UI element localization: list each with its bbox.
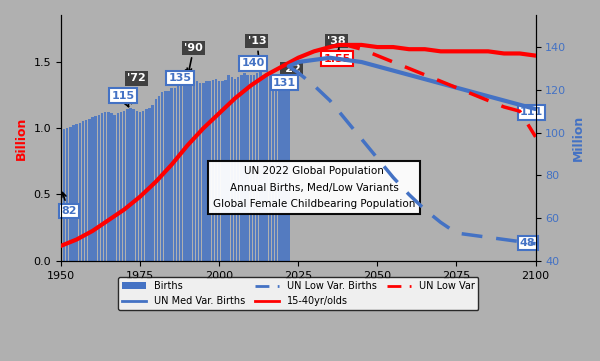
Bar [66,128,68,261]
Bar [79,123,81,261]
Bar [230,78,233,261]
Bar [59,131,62,261]
Bar [275,78,277,261]
Text: 115: 115 [112,91,134,107]
Bar [202,83,205,261]
Text: '38: '38 [327,36,346,46]
Bar [233,79,236,261]
Bar [158,96,160,261]
Bar [107,112,110,261]
Bar [98,115,100,261]
Bar [139,112,141,261]
Bar [63,129,65,261]
Bar [215,79,217,261]
Bar [173,88,176,261]
Bar [253,75,255,261]
Bar [133,109,135,261]
Bar [186,78,189,261]
Bar [224,80,227,261]
Bar [123,111,125,261]
Bar [85,120,88,261]
Bar [199,83,202,261]
Bar [247,75,249,261]
Bar [208,82,211,261]
Bar [259,72,262,261]
Bar [212,80,214,261]
Bar [256,74,259,261]
Text: 82: 82 [61,192,76,216]
Bar [278,82,281,261]
Bar [110,113,113,261]
Bar [145,109,148,261]
Text: UN 2022 Global Population
Annual Births, Med/Low Variants
Global Female Childbea: UN 2022 Global Population Annual Births,… [213,166,415,209]
Bar [196,82,198,261]
Bar [167,91,170,261]
Bar [262,75,265,261]
Bar [183,80,185,261]
Bar [177,86,179,261]
Text: 131: 131 [273,78,296,87]
Bar [76,124,78,261]
Bar [250,75,252,261]
Text: 1.55: 1.55 [323,48,351,64]
Bar [284,82,287,261]
Bar [136,111,138,261]
Bar [281,84,284,261]
Bar [69,127,71,261]
Text: 48: 48 [520,238,535,248]
Bar [287,87,290,261]
Bar [82,121,85,261]
Bar [265,76,268,261]
Bar [126,109,128,261]
Text: '90: '90 [184,43,203,73]
Bar [269,76,271,261]
Bar [240,75,242,261]
Bar [113,115,116,261]
Bar [161,92,163,261]
Bar [129,108,132,261]
Bar [180,83,182,261]
Text: '22: '22 [283,64,301,82]
Text: '72: '72 [127,73,146,104]
Bar [148,108,151,261]
Bar [164,91,167,261]
Bar [91,117,94,261]
Legend: Births, UN Med Var. Births, UN Low Var. Births, 15-40yr/olds, UN Low Var: Births, UN Med Var. Births, UN Low Var. … [118,277,478,310]
Bar [190,79,192,261]
Bar [151,105,154,261]
Bar [88,119,91,261]
Bar [120,112,122,261]
Bar [72,125,75,261]
Bar [142,111,145,261]
Y-axis label: Million: Million [572,115,585,161]
Text: 135: 135 [169,70,191,83]
Bar [205,82,208,261]
Bar [272,75,274,261]
Bar [218,82,220,261]
Bar [116,113,119,261]
Bar [94,116,97,261]
Bar [193,80,195,261]
Bar [243,74,246,261]
Text: '13: '13 [248,36,266,68]
Bar [170,88,173,261]
Bar [221,82,224,261]
Y-axis label: Billion: Billion [15,116,28,160]
Bar [237,78,239,261]
Bar [227,75,230,261]
Text: 111: 111 [520,108,543,117]
Bar [104,112,106,261]
Text: 140: 140 [241,58,265,68]
Bar [155,99,157,261]
Bar [101,113,103,261]
